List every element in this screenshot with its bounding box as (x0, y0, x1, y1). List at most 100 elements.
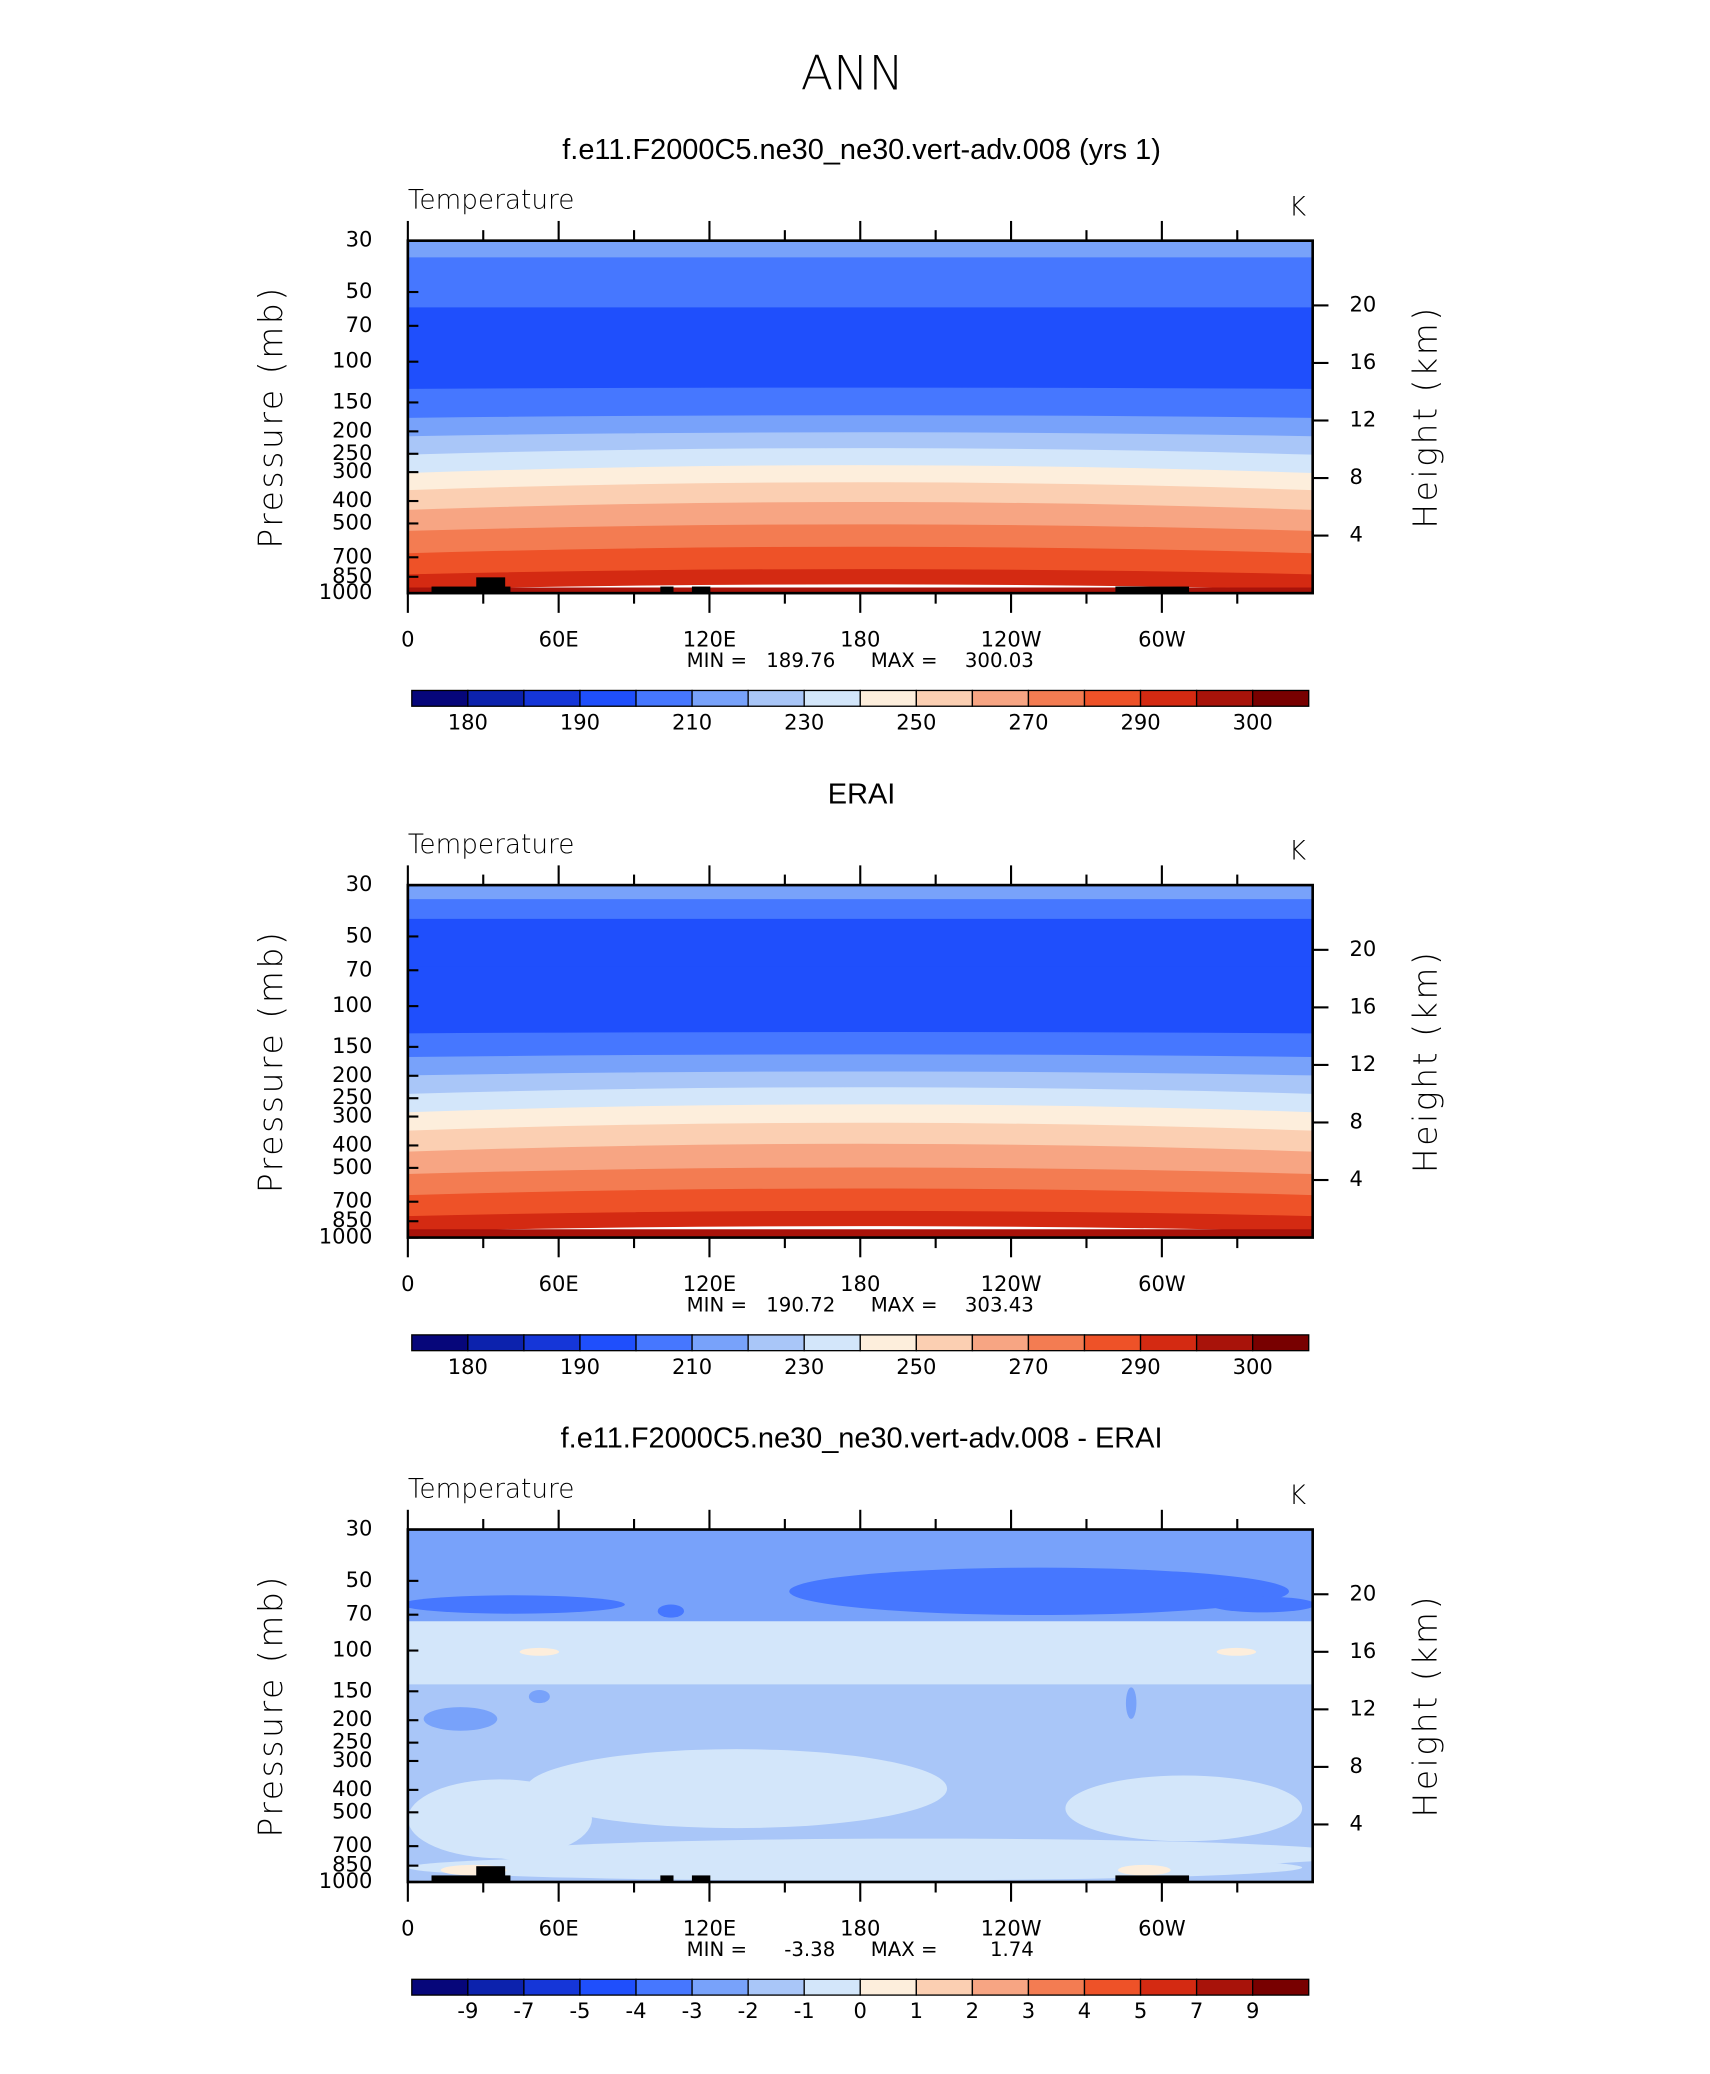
colorbar-box (803, 1978, 861, 1996)
colorbar-box (467, 1978, 525, 1996)
colorbar-label: 7 (1190, 1998, 1203, 2023)
contour-panel: ERAI Temperature K Pressure (mb) Height (km)… (251, 778, 1445, 1378)
x-tick-label: 180 (840, 1271, 880, 1296)
y-tick-label: 100 (332, 1637, 372, 1662)
colorbar-box (635, 1978, 693, 1996)
colorbar-box (1083, 1978, 1142, 1996)
y-tick-label: 300 (332, 1747, 372, 1772)
y2-tick-label: 12 (1349, 1051, 1376, 1076)
y-tick-label: 150 (332, 388, 372, 413)
contour-patch (1118, 1864, 1171, 1876)
colorbar-box (523, 1978, 581, 1996)
contour-band (407, 885, 1313, 902)
contour-band (407, 240, 1313, 260)
y-tick-label: 100 (332, 992, 372, 1017)
contour-patch (1216, 1647, 1257, 1656)
colorbar-label: 230 (784, 1354, 824, 1379)
min-label: MIN = (687, 1293, 747, 1316)
y2-tick-label: 4 (1349, 1166, 1362, 1191)
contour-patch (1065, 1775, 1303, 1842)
contour-patch (423, 1707, 498, 1731)
y-tick-label: 200 (332, 417, 372, 442)
y-tick-label: 400 (332, 487, 372, 512)
x-tick-label: 120W (981, 626, 1042, 651)
colorbar-box (1252, 1334, 1310, 1352)
colorbar-box (859, 1334, 917, 1352)
colorbar-box (803, 1334, 861, 1352)
y2-axis-label: Height (km) (1406, 950, 1445, 1174)
colorbar-label: 190 (560, 709, 600, 734)
y2-tick-label: 16 (1349, 993, 1376, 1018)
max-value: 1.74 (990, 1938, 1034, 1961)
colorbar-label: -2 (738, 1998, 759, 2023)
contour-patch (1125, 1687, 1137, 1719)
contour-field (407, 885, 1313, 1238)
x-tick-label: 60W (1138, 1915, 1186, 1940)
panel-title: f.e11.F2000C5.ne30_ne30.vert-adv.008 (yr… (562, 134, 1161, 166)
x-tick-label: 60W (1138, 626, 1186, 651)
y-tick-label: 250 (332, 1729, 372, 1754)
figure-title: ANN (801, 46, 904, 101)
panel-subtitle: Temperature (408, 1475, 575, 1505)
max-value: 303.43 (965, 1293, 1034, 1316)
colorbar-box (411, 689, 469, 707)
colorbar-box (915, 1334, 974, 1352)
x-tick-label: 0 (401, 626, 414, 651)
y-tick-label: 200 (332, 1062, 372, 1087)
min-value: 189.76 (766, 649, 835, 672)
y-tick-label: 1000 (319, 579, 373, 604)
y2-axis-label: Height (km) (1406, 1594, 1445, 1818)
y2-tick-label: 20 (1349, 936, 1376, 961)
colorbar-label: -4 (626, 1998, 647, 2023)
colorbar-box (971, 1334, 1030, 1352)
y2-tick-label: 8 (1349, 464, 1362, 489)
max-label: MAX = (871, 1938, 938, 1961)
y-tick-label: 700 (332, 543, 372, 568)
y-tick-label: 200 (332, 1706, 372, 1731)
colorbar-box (691, 689, 749, 707)
contour-patch (407, 1854, 1303, 1881)
colorbar-box (1083, 1334, 1142, 1352)
colorbar-label: 300 (1233, 1354, 1273, 1379)
contour-patch (789, 1567, 1290, 1616)
y-tick-label: 50 (346, 1567, 373, 1592)
colorbar-box (635, 689, 693, 707)
colorbar-label: 5 (1134, 1998, 1147, 2023)
colorbar-box (1195, 689, 1254, 707)
colorbar-box (747, 689, 805, 707)
panel-title: ERAI (828, 778, 896, 810)
panel-subtitle: Temperature (408, 186, 575, 216)
topography (431, 1875, 511, 1882)
colorbar-box (915, 1978, 974, 1996)
y-tick-label: 50 (346, 278, 373, 303)
colorbar-label: 9 (1246, 1998, 1259, 2023)
y-tick-label: 70 (346, 1601, 373, 1626)
min-value: 190.72 (766, 1293, 835, 1316)
y2-tick-label: 16 (1349, 1638, 1376, 1663)
contour-field (407, 240, 1313, 594)
contour-panel: f.e11.F2000C5.ne30_ne30.vert-adv.008 (yr… (251, 134, 1445, 734)
topography (1115, 1875, 1190, 1882)
colorbar-label: 2 (966, 1998, 979, 2023)
colorbar-label: 270 (1008, 709, 1048, 734)
y-tick-label: 700 (332, 1832, 372, 1857)
y-tick-label: 850 (332, 1207, 372, 1232)
y-axis-label: Pressure (mb) (251, 930, 290, 1193)
colorbar-box (579, 1978, 637, 1996)
colorbar-box (523, 1334, 581, 1352)
colorbar-box (411, 1978, 469, 1996)
colorbar-label: -1 (794, 1998, 815, 2023)
colorbar-box (691, 1978, 749, 1996)
colorbar-label: -7 (513, 1998, 534, 2023)
colorbar-label: 290 (1120, 1354, 1160, 1379)
y-tick-label: 50 (346, 922, 373, 947)
colorbar-box (467, 689, 525, 707)
y2-tick-label: 8 (1349, 1108, 1362, 1133)
colorbar-label: 210 (672, 1354, 712, 1379)
contour-patch (407, 1779, 592, 1859)
colorbar-label: -3 (682, 1998, 703, 2023)
colorbar-label: 3 (1022, 1998, 1035, 2023)
y-tick-label: 500 (332, 509, 372, 534)
y-tick-label: 300 (332, 458, 372, 483)
colorbar-label: 180 (448, 1354, 488, 1379)
